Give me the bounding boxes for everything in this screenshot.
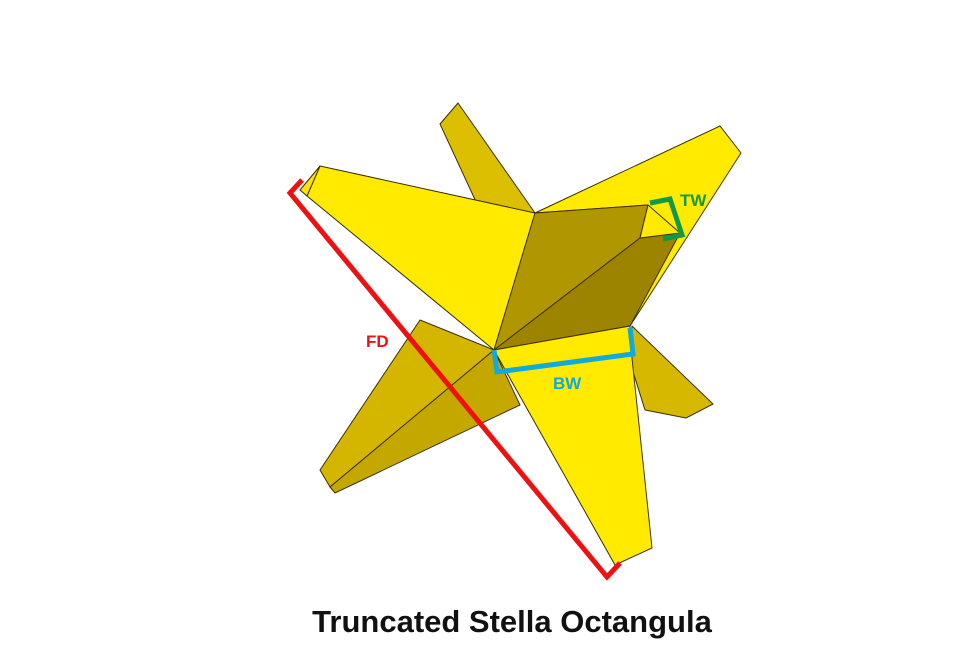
truncation-tip-face bbox=[639, 204, 681, 239]
diagram-title: Truncated Stella Octangula bbox=[312, 604, 712, 639]
back-spike-right-face bbox=[629, 325, 714, 419]
solid-figure bbox=[299, 102, 742, 566]
bw-measurement: BW bbox=[491, 327, 636, 393]
fd-label: FD bbox=[366, 332, 389, 351]
tw-bracket bbox=[649, 196, 686, 242]
bottom-spike-face bbox=[493, 325, 653, 566]
bw-bracket bbox=[491, 327, 636, 375]
fd-measurement: FD bbox=[286, 178, 622, 581]
upper-left-spike-tip-face bbox=[299, 165, 321, 197]
fd-bracket bbox=[286, 178, 622, 581]
tw-label: TW bbox=[680, 191, 707, 210]
tw-measurement: TW bbox=[649, 191, 707, 242]
left-spike-lower-face bbox=[329, 349, 521, 494]
bw-label: BW bbox=[553, 374, 582, 393]
